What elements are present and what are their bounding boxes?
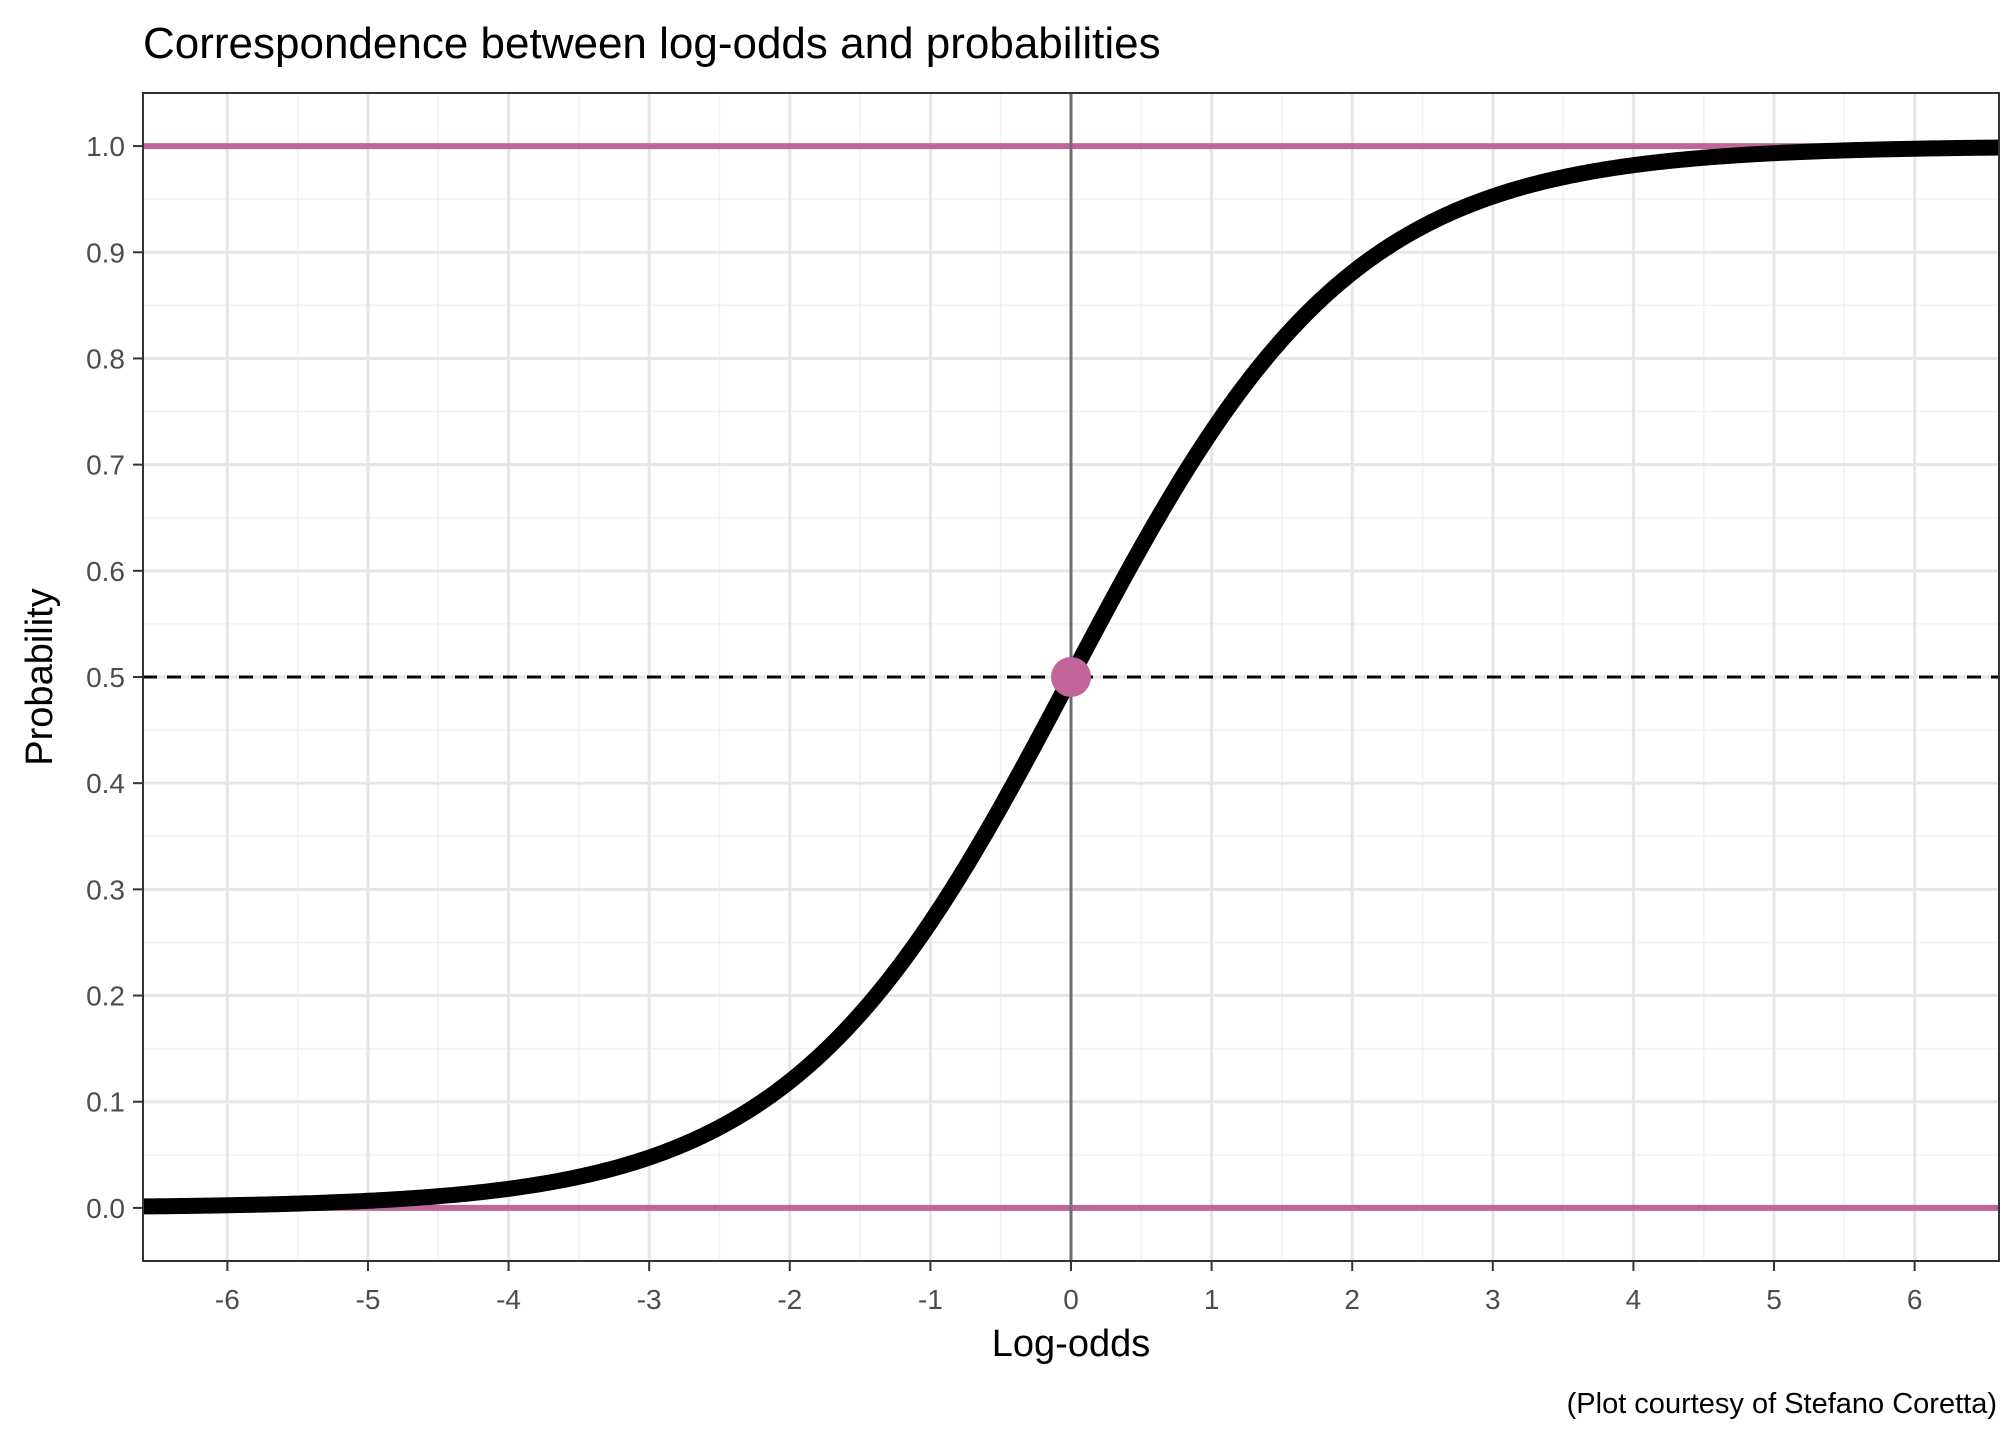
- y-tick-label: 1.0: [86, 131, 125, 162]
- x-axis-ticks: -6 -5 -4 -3 -2 -1 0 1 2 3 4 5 6: [215, 1261, 1923, 1315]
- y-tick-label: 0.2: [86, 981, 125, 1012]
- y-tick-label: 0.5: [86, 662, 125, 693]
- y-tick-label: 0.6: [86, 556, 125, 587]
- x-tick-label: -6: [215, 1284, 240, 1315]
- x-tick-label: 2: [1344, 1284, 1360, 1315]
- x-tick-label: -4: [496, 1284, 521, 1315]
- midpoint-marker: [1051, 657, 1091, 697]
- x-tick-label: -1: [918, 1284, 943, 1315]
- x-tick-label: 3: [1485, 1284, 1501, 1315]
- chart-caption: (Plot courtesy of Stefano Coretta): [1567, 1388, 1997, 1420]
- x-tick-label: -5: [356, 1284, 381, 1315]
- x-tick-label: -3: [637, 1284, 662, 1315]
- x-tick-label: 4: [1626, 1284, 1642, 1315]
- y-axis-label: Probability: [19, 588, 61, 765]
- x-tick-label: 0: [1063, 1284, 1079, 1315]
- y-tick-label: 0.4: [86, 768, 125, 799]
- y-tick-label: 0.8: [86, 343, 125, 374]
- y-tick-label: 0.1: [86, 1087, 125, 1118]
- y-axis-ticks: 0.0 0.1 0.2 0.3 0.4 0.5 0.6 0.7 0.8 0.9 1.0: [86, 131, 143, 1224]
- y-tick-label: 0.3: [86, 874, 125, 905]
- x-tick-label: -2: [777, 1284, 802, 1315]
- x-axis-label: Log-odds: [992, 1323, 1150, 1365]
- point-layer: [1051, 657, 1091, 697]
- y-tick-label: 0.7: [86, 450, 125, 481]
- y-tick-label: 0.9: [86, 237, 125, 268]
- x-tick-label: 1: [1204, 1284, 1220, 1315]
- y-tick-label: 0.0: [86, 1193, 125, 1224]
- x-tick-label: 5: [1766, 1284, 1782, 1315]
- chart-title: Correspondence between log-odds and prob…: [143, 19, 1161, 68]
- x-tick-label: 6: [1907, 1284, 1923, 1315]
